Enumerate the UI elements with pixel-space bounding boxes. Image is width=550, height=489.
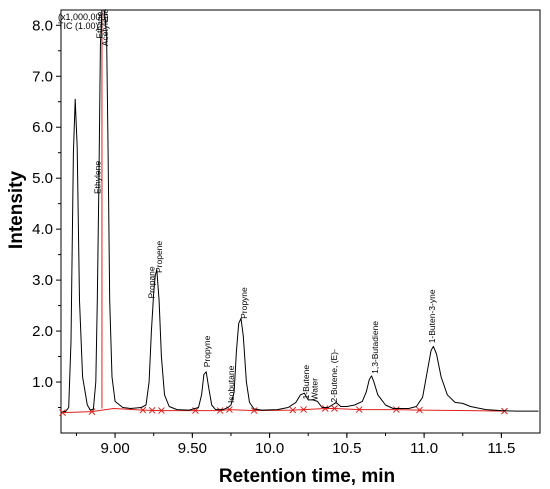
peak-label: 1,3-Butadiene xyxy=(370,321,380,374)
peak-label: Water xyxy=(310,378,320,401)
baseline-marker xyxy=(331,405,338,412)
y-tick-label: 1.0 xyxy=(32,374,53,391)
trace-label: TIC (1.00) xyxy=(58,21,99,31)
baseline-marker xyxy=(289,406,297,414)
x-tick-label: 9.00 xyxy=(100,440,129,457)
peak-label: 1-Buten-3-yne xyxy=(427,289,437,343)
x-tick-label: 10.5 xyxy=(332,440,361,457)
x-tick-label: 9.50 xyxy=(178,440,207,457)
baseline-marker xyxy=(216,407,224,414)
y-tick-label: 8.0 xyxy=(32,17,53,34)
peak-label: Propyne xyxy=(202,335,212,367)
peak-label: Ethylene xyxy=(92,161,102,194)
y-tick-label: 2.0 xyxy=(32,323,53,340)
y-tick-label: 5.0 xyxy=(32,170,53,187)
x-tick-label: 11.5 xyxy=(487,440,515,457)
scale-note: (x1,000,000) xyxy=(58,12,109,22)
plot-area xyxy=(60,9,541,434)
x-axis-ticks: 9.00 9.50 10.0 10.5 11.0 11.5 xyxy=(75,433,515,457)
baseline-marker xyxy=(59,409,66,416)
integration-baseline xyxy=(59,10,508,416)
peak-label: Propane xyxy=(147,266,157,298)
x-tick-label: 10.0 xyxy=(255,440,284,457)
baseline-marker xyxy=(250,407,258,414)
peak-label: 1-Butene xyxy=(301,365,311,400)
y-axis-ticks: 1.0 2.0 3.0 4.0 5.0 6.0 7.0 8.0 xyxy=(32,17,61,409)
peak-label: 2-Butene, (E)- xyxy=(329,349,339,403)
tic-trace-line xyxy=(62,9,539,413)
x-axis-title: Retention time, min xyxy=(219,466,395,487)
peak-label: Ethane xyxy=(94,11,104,38)
plot-border xyxy=(60,9,541,434)
peak-label: Propyne xyxy=(239,287,249,319)
baseline-marker xyxy=(158,407,165,414)
peak-label: Propene xyxy=(154,241,164,273)
y-tick-label: 6.0 xyxy=(32,119,53,136)
baseline-marker xyxy=(300,406,307,413)
baseline-marker xyxy=(355,406,363,413)
baseline-marker xyxy=(139,406,147,414)
baseline-marker xyxy=(392,406,400,413)
baseline-marker xyxy=(416,406,423,414)
x-tick-label: 11.0 xyxy=(410,440,438,457)
peak-label: Acetylene xyxy=(100,9,110,47)
tic-trace xyxy=(62,9,539,413)
baseline-line xyxy=(62,407,505,414)
peak-label: Isobutane xyxy=(226,365,236,403)
y-tick-label: 7.0 xyxy=(32,68,53,85)
y-axis-title: Intensity xyxy=(6,171,27,250)
baseline-marker xyxy=(148,406,156,414)
y-tick-label: 3.0 xyxy=(32,272,53,289)
baseline-marker xyxy=(321,405,329,412)
y-tick-label: 4.0 xyxy=(32,221,53,238)
